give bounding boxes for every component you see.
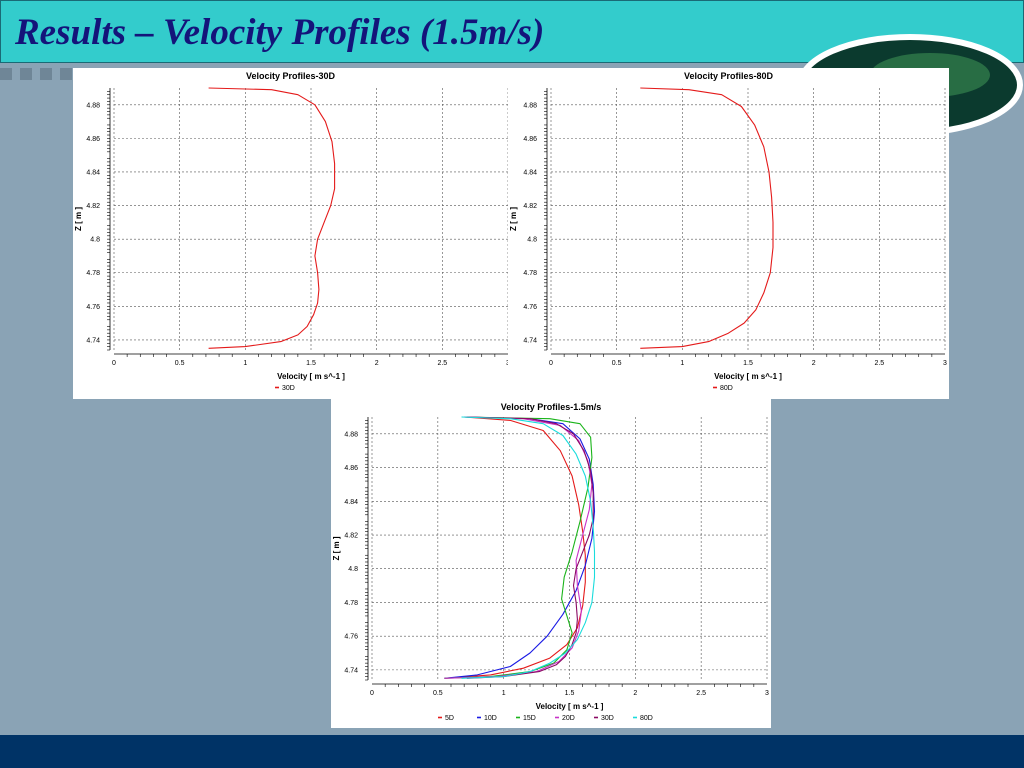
y-tick-label: 4.84 — [344, 499, 358, 506]
x-tick-label: 0.5 — [433, 690, 443, 697]
y-tick-label: 4.74 — [344, 667, 358, 674]
x-tick-label: 1 — [243, 360, 247, 367]
y-axis-label: Z [ m ] — [332, 536, 341, 560]
legend-label: 30D — [282, 385, 295, 392]
x-tick-label: 1 — [502, 690, 506, 697]
x-tick-label: 3 — [943, 360, 947, 367]
y-tick-label: 4.76 — [344, 634, 358, 641]
y-tick-label: 4.78 — [344, 600, 358, 607]
y-tick-label: 4.76 — [523, 304, 537, 311]
decorative-square — [60, 68, 72, 80]
series-line-80d — [461, 416, 596, 679]
x-tick-label: 0 — [112, 360, 116, 367]
title-bar: Results – Velocity Profiles (1.5m/s) — [0, 0, 1024, 63]
decorative-square — [20, 68, 32, 80]
legend-label: 30D — [601, 715, 614, 722]
x-tick-label: 0 — [370, 690, 374, 697]
y-tick-label: 4.88 — [523, 102, 537, 109]
series-line-5d — [444, 416, 586, 679]
y-tick-label: 4.74 — [86, 337, 100, 344]
decorative-square — [0, 68, 12, 80]
y-tick-label: 4.78 — [523, 270, 537, 277]
series-line-20d — [444, 416, 593, 679]
legend-label: 80D — [720, 385, 733, 392]
series-line-30d — [466, 416, 594, 679]
chart-combined-svg: Velocity Profiles-1.5m/s 0 0.5 1 1.5 2 2.5 3 4.7… — [332, 402, 769, 722]
series-line-10d — [444, 416, 596, 679]
y-tick-label: 4.8 — [90, 237, 100, 244]
slide-title: Results – Velocity Profiles (1.5m/s) — [15, 12, 545, 53]
x-tick-label: 1 — [680, 360, 684, 367]
x-tick-label: 1.5 — [565, 690, 575, 697]
x-axis-label: Velocity [ m s^-1 ] — [714, 372, 782, 381]
x-tick-label: 3 — [765, 690, 769, 697]
legend-label: 10D — [484, 715, 497, 722]
series-line-30d — [208, 87, 336, 349]
bottom-bar — [0, 735, 1024, 768]
chart-30d-svg: Velocity Profiles-30D 0 0.5 1 1.5 2 2.5 3 4.74 4.… — [74, 71, 508, 392]
chart-30d: Velocity Profiles-30D 0 0.5 1 1.5 2 2.5 3 4.74 4.… — [73, 68, 508, 399]
x-tick-label: 0.5 — [175, 360, 185, 367]
y-tick-label: 4.8 — [527, 237, 537, 244]
y-tick-label: 4.74 — [523, 337, 537, 344]
y-tick-label: 4.78 — [86, 270, 100, 277]
y-tick-label: 4.82 — [344, 533, 358, 540]
x-tick-label: 2 — [812, 360, 816, 367]
y-tick-label: 4.82 — [86, 203, 100, 210]
x-tick-label: 2.5 — [874, 360, 884, 367]
x-axis-label: Velocity [ m s^-1 ] — [536, 702, 604, 711]
x-tick-label: 1.5 — [743, 360, 753, 367]
y-tick-label: 4.86 — [523, 136, 537, 143]
y-axis-label: Z [ m ] — [74, 207, 83, 231]
legend-label: 15D — [523, 715, 536, 722]
chart-80d-svg: Velocity Profiles-80D 0 0.5 1 1.5 2 2.5 3 4.74 4.… — [509, 71, 947, 392]
legend-label: 80D — [640, 715, 653, 722]
x-tick-label: 2 — [375, 360, 379, 367]
y-tick-label: 4.86 — [86, 136, 100, 143]
y-tick-label: 4.82 — [523, 203, 537, 210]
series-line-80d — [640, 87, 774, 349]
chart-title: Velocity Profiles-30D — [246, 71, 336, 81]
chart-combined: Velocity Profiles-1.5m/s 0 0.5 1 1.5 2 2.5 3 4.7… — [331, 399, 771, 728]
y-tick-label: 4.86 — [344, 465, 358, 472]
x-tick-label: 2 — [633, 690, 637, 697]
y-tick-label: 4.84 — [523, 169, 537, 176]
y-tick-label: 4.88 — [344, 431, 358, 438]
y-tick-label: 4.8 — [348, 566, 358, 573]
chart-title: Velocity Profiles-1.5m/s — [501, 402, 602, 412]
decorative-square — [40, 68, 52, 80]
y-tick-label: 4.84 — [86, 169, 100, 176]
x-tick-label: 3 — [506, 360, 508, 367]
y-tick-label: 4.76 — [86, 304, 100, 311]
series-line-15d — [444, 416, 593, 679]
x-tick-label: 0 — [549, 360, 553, 367]
x-tick-label: 2.5 — [696, 690, 706, 697]
legend-label: 20D — [562, 715, 575, 722]
x-tick-label: 0.5 — [612, 360, 622, 367]
chart-title: Velocity Profiles-80D — [684, 71, 774, 81]
y-axis-label: Z [ m ] — [509, 207, 518, 231]
legend-label: 5D — [445, 715, 454, 722]
x-tick-label: 1.5 — [306, 360, 316, 367]
y-tick-label: 4.88 — [86, 102, 100, 109]
x-tick-label: 2.5 — [437, 360, 447, 367]
x-axis-label: Velocity [ m s^-1 ] — [277, 372, 345, 381]
chart-80d: Velocity Profiles-80D 0 0.5 1 1.5 2 2.5 3 4.74 4.… — [508, 68, 949, 399]
